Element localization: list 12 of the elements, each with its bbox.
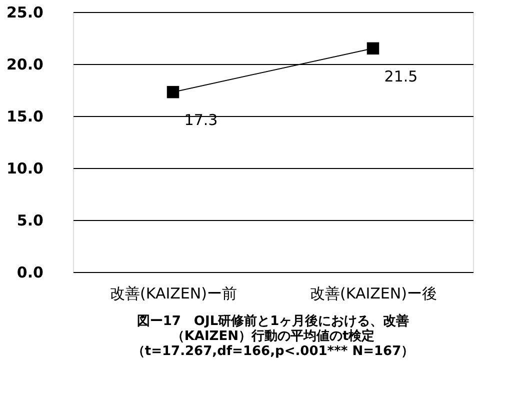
text: （t=17.267,df=166,p<.001*** N=167） (132, 344, 414, 359)
y-tick-label: 10.0 (6, 160, 44, 178)
text: （KAIZEN）行動の平均値のt検定 (171, 329, 375, 344)
y-tick-label: 20.0 (6, 56, 44, 74)
y-tick-label: 5.0 (16, 212, 44, 230)
y-tick-label: 15.0 (6, 108, 44, 126)
x-tick-label: 改善(KAIZEN)ー前 (110, 284, 237, 302)
data-label: 21.5 (384, 67, 418, 86)
y-tick-label: 25.0 (6, 4, 44, 22)
text: 図ー17 OJL研修前と1ヶ月後における、改善 (136, 314, 410, 329)
y-tick-label: 0.0 (16, 264, 44, 282)
x-tick-label: 改善(KAIZEN)ー後 (310, 284, 437, 302)
